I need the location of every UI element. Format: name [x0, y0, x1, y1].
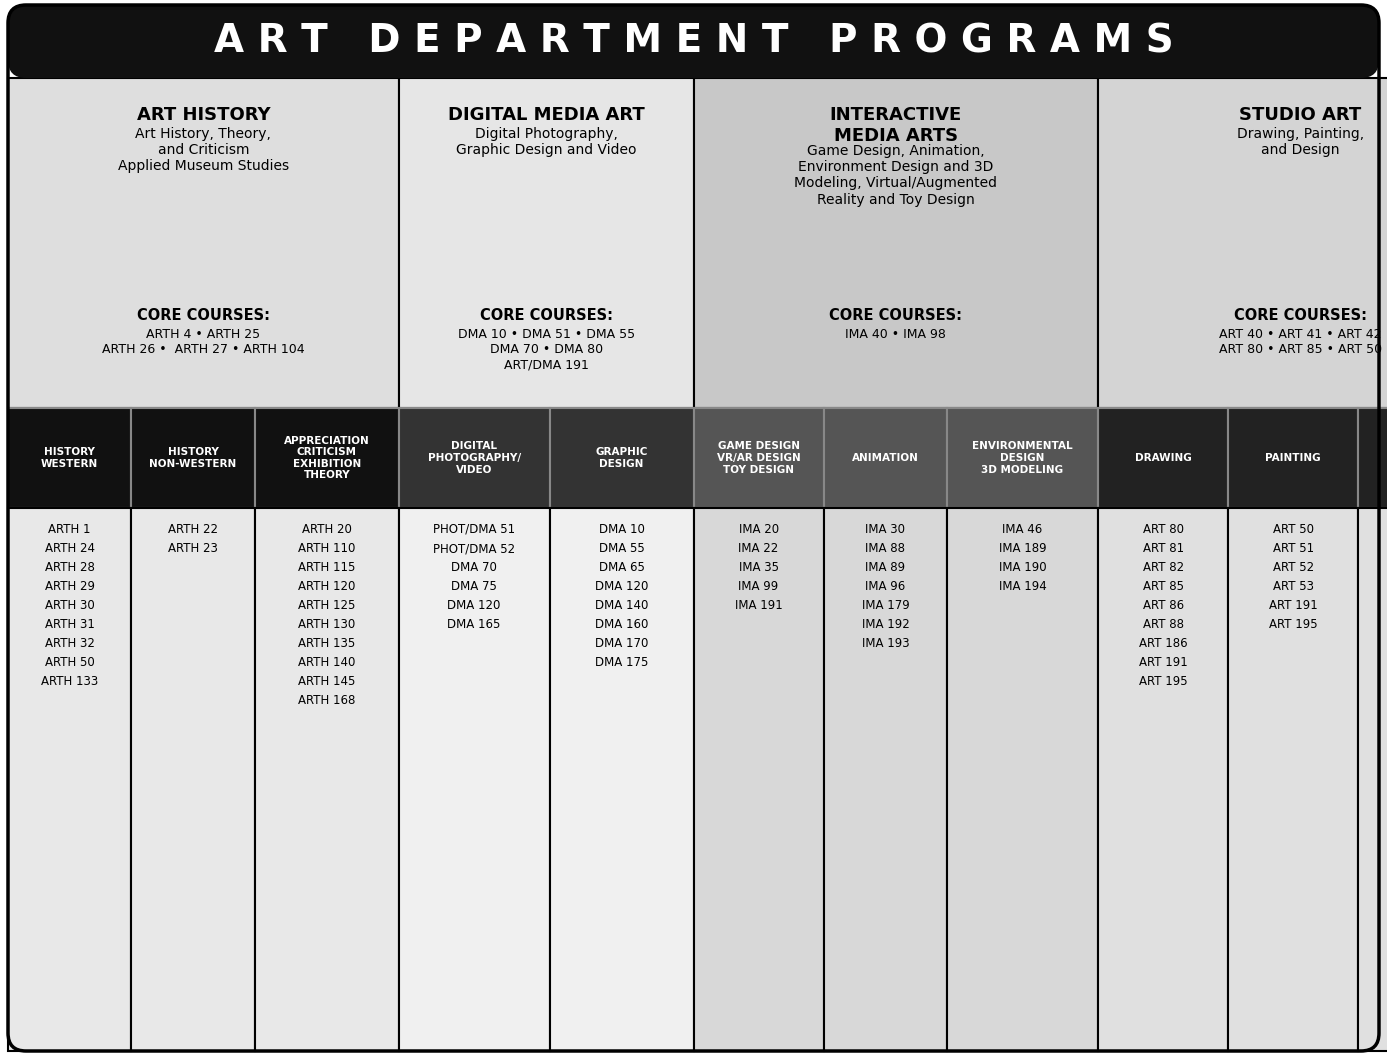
Bar [1358, 508, 1387, 1051]
Bar [255, 508, 398, 1051]
Text: ART 80
ART 81
ART 82
ART 85
ART 86
ART 88
ART 186
ART 191
ART 195: ART 80 ART 81 ART 82 ART 85 ART 86 ART 8… [1139, 523, 1187, 688]
Text: ARTH 22
ARTH 23: ARTH 22 ARTH 23 [168, 523, 218, 555]
Text: CORE COURSES:: CORE COURSES: [480, 308, 613, 323]
Text: ENVIRONMENTAL
DESIGN
3D MODELING: ENVIRONMENTAL DESIGN 3D MODELING [972, 442, 1074, 474]
Bar [1358, 408, 1387, 508]
Text: DMA 10 • DMA 51 • DMA 55
DMA 70 • DMA 80
ART/DMA 191: DMA 10 • DMA 51 • DMA 55 DMA 70 • DMA 80… [458, 328, 635, 371]
Bar [1099, 408, 1229, 508]
Text: ART 40 • ART 41 • ART 42
ART 80 • ART 85 • ART 50: ART 40 • ART 41 • ART 42 ART 80 • ART 85… [1219, 328, 1381, 356]
Bar [1099, 78, 1387, 408]
Text: DMA 10
DMA 55
DMA 65
DMA 120
DMA 140
DMA 160
DMA 170
DMA 175: DMA 10 DMA 55 DMA 65 DMA 120 DMA 140 DMA… [595, 523, 648, 669]
Bar [398, 408, 549, 508]
Bar [132, 508, 255, 1051]
Text: ARTH 1
ARTH 24
ARTH 28
ARTH 29
ARTH 30
ARTH 31
ARTH 32
ARTH 50
ARTH 133: ARTH 1 ARTH 24 ARTH 28 ARTH 29 ARTH 30 A… [42, 523, 98, 688]
Bar [8, 408, 132, 508]
Bar [824, 408, 947, 508]
Bar [1229, 508, 1358, 1051]
Text: ARTH 4 • ARTH 25
ARTH 26 •  ARTH 27 • ARTH 104: ARTH 4 • ARTH 25 ARTH 26 • ARTH 27 • ART… [103, 328, 305, 356]
Text: STUDIO ART: STUDIO ART [1239, 106, 1361, 124]
Text: Game Design, Animation,
Environment Design and 3D
Modeling, Virtual/Augmented
Re: Game Design, Animation, Environment Desi… [795, 144, 997, 207]
Bar [549, 408, 694, 508]
Text: PHOT/DMA 51
PHOT/DMA 52
DMA 70
DMA 75
DMA 120
DMA 165: PHOT/DMA 51 PHOT/DMA 52 DMA 70 DMA 75 DM… [433, 523, 515, 631]
Text: HISTORY
WESTERN: HISTORY WESTERN [42, 447, 98, 469]
Text: Drawing, Painting,
and Design: Drawing, Painting, and Design [1237, 127, 1363, 157]
Text: IMA 40 • IMA 98: IMA 40 • IMA 98 [845, 328, 946, 341]
Bar [398, 78, 694, 408]
Bar [549, 508, 694, 1051]
Bar [824, 508, 947, 1051]
Text: APPRECIATION
CRITICISM
EXHIBITION
THEORY: APPRECIATION CRITICISM EXHIBITION THEORY [284, 435, 369, 481]
Bar [694, 408, 824, 508]
Bar [255, 408, 398, 508]
Text: ART 50
ART 51
ART 52
ART 53
ART 191
ART 195: ART 50 ART 51 ART 52 ART 53 ART 191 ART … [1269, 523, 1318, 631]
Bar [947, 408, 1099, 508]
Text: DIGITAL MEDIA ART: DIGITAL MEDIA ART [448, 106, 645, 124]
Text: DRAWING: DRAWING [1135, 453, 1191, 463]
Bar [8, 508, 132, 1051]
Text: PAINTING: PAINTING [1265, 453, 1322, 463]
FancyBboxPatch shape [8, 5, 1379, 78]
Text: GRAPHIC
DESIGN: GRAPHIC DESIGN [595, 447, 648, 469]
Text: ANIMATION: ANIMATION [852, 453, 918, 463]
Text: GAME DESIGN
VR/AR DESIGN
TOY DESIGN: GAME DESIGN VR/AR DESIGN TOY DESIGN [717, 442, 800, 474]
Bar [694, 78, 1099, 408]
Text: IMA 30
IMA 88
IMA 89
IMA 96
IMA 179
IMA 192
IMA 193: IMA 30 IMA 88 IMA 89 IMA 96 IMA 179 IMA … [861, 523, 910, 650]
Text: ARTH 20
ARTH 110
ARTH 115
ARTH 120
ARTH 125
ARTH 130
ARTH 135
ARTH 140
ARTH 145
: ARTH 20 ARTH 110 ARTH 115 ARTH 120 ARTH … [298, 523, 355, 707]
Text: CORE COURSES:: CORE COURSES: [137, 308, 270, 323]
Text: HISTORY
NON-WESTERN: HISTORY NON-WESTERN [150, 447, 237, 469]
Text: A R T   D E P A R T M E N T   P R O G R A M S: A R T D E P A R T M E N T P R O G R A M … [214, 22, 1173, 60]
Text: Art History, Theory,
and Criticism
Applied Museum Studies: Art History, Theory, and Criticism Appli… [118, 127, 288, 174]
Text: Digital Photography,
Graphic Design and Video: Digital Photography, Graphic Design and … [456, 127, 637, 157]
Bar [132, 408, 255, 508]
Bar [8, 78, 398, 408]
Text: CORE COURSES:: CORE COURSES: [1233, 308, 1366, 323]
Text: INTERACTIVE
MEDIA ARTS: INTERACTIVE MEDIA ARTS [829, 106, 961, 145]
Text: IMA 46
IMA 189
IMA 190
IMA 194: IMA 46 IMA 189 IMA 190 IMA 194 [999, 523, 1046, 593]
Text: CORE COURSES:: CORE COURSES: [829, 308, 963, 323]
Bar [398, 508, 549, 1051]
Bar [947, 508, 1099, 1051]
Text: DIGITAL
PHOTOGRAPHY/
VIDEO: DIGITAL PHOTOGRAPHY/ VIDEO [427, 442, 520, 474]
Bar [694, 508, 824, 1051]
Text: IMA 20
IMA 22
IMA 35
IMA 99
IMA 191: IMA 20 IMA 22 IMA 35 IMA 99 IMA 191 [735, 523, 782, 612]
Text: ART HISTORY: ART HISTORY [136, 106, 270, 124]
Bar [1229, 408, 1358, 508]
Bar [1099, 508, 1229, 1051]
